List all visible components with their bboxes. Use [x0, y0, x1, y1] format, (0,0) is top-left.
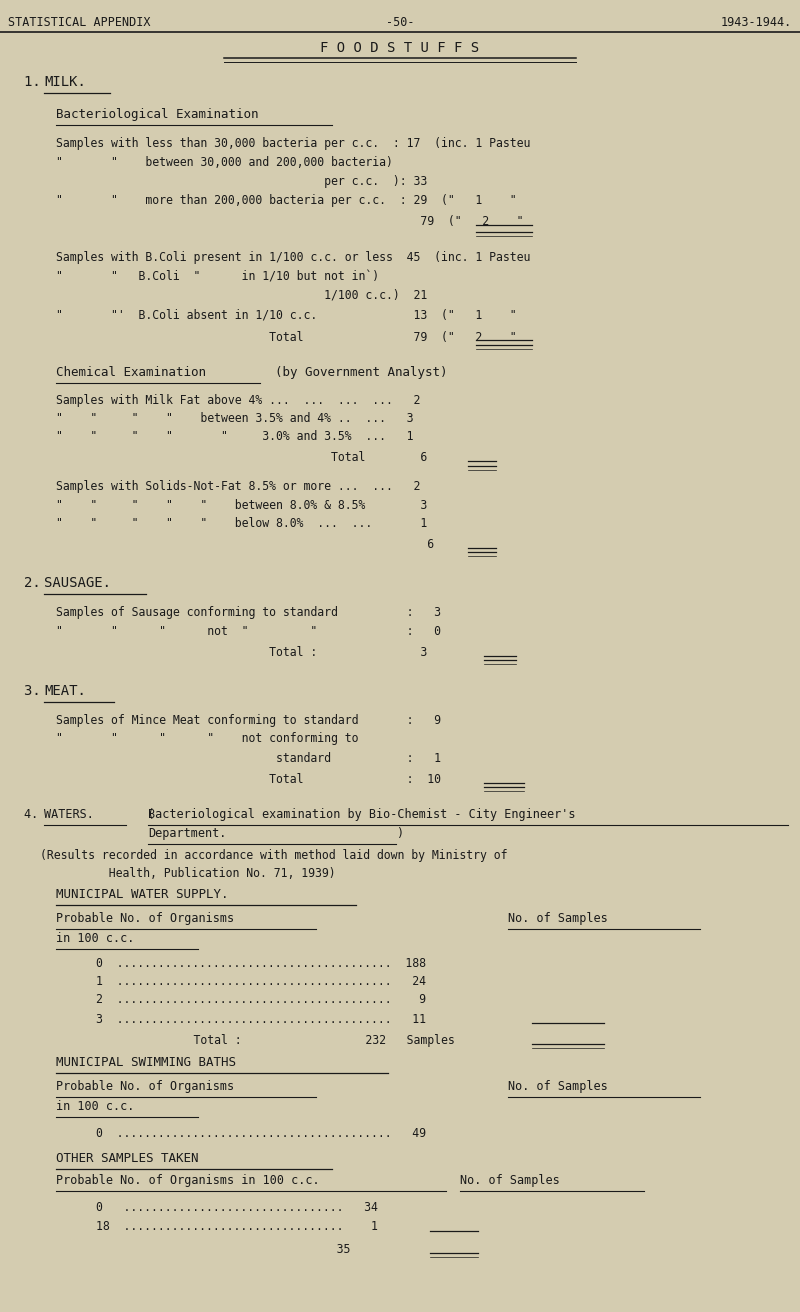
- Text: per c.c.  ): 33: per c.c. ): 33: [56, 174, 427, 188]
- Text: Probable No. of Organisms: Probable No. of Organisms: [56, 1080, 234, 1093]
- Text: No. of Samples: No. of Samples: [508, 912, 608, 925]
- Text: 1/100 c.c.)  21: 1/100 c.c.) 21: [56, 289, 427, 302]
- Text: Chemical Examination: Chemical Examination: [56, 366, 206, 379]
- Text: "    "     "    "    "    below 8.0%  ...  ...       1: " " " " " below 8.0% ... ... 1: [56, 517, 427, 530]
- Text: (: (: [126, 808, 155, 821]
- Text: MILK.: MILK.: [44, 75, 86, 89]
- Text: 18  ................................    1: 18 ................................ 1: [96, 1220, 378, 1233]
- Text: Samples of Mince Meat conforming to standard       :   9: Samples of Mince Meat conforming to stan…: [56, 714, 441, 727]
- Text: MEAT.: MEAT.: [44, 684, 86, 698]
- Text: "    "     "    "    "    between 8.0% & 8.5%        3: " " " " " between 8.0% & 8.5% 3: [56, 499, 427, 512]
- Text: Bacteriological Examination: Bacteriological Examination: [56, 108, 258, 121]
- Text: Total        6: Total 6: [56, 451, 427, 464]
- Text: Probable No. of Organisms: Probable No. of Organisms: [56, 912, 234, 925]
- Text: No. of Samples: No. of Samples: [460, 1174, 560, 1187]
- Text: WATERS.: WATERS.: [44, 808, 94, 821]
- Text: "       "      "      not  "         "             :   0: " " " not " " : 0: [56, 625, 441, 638]
- Text: "       "   B.Coli  "      in 1/10 but not in`): " " B.Coli " in 1/10 but not in`): [56, 270, 379, 283]
- Text: ): ): [396, 827, 403, 840]
- Text: Samples of Sausage conforming to standard          :   3: Samples of Sausage conforming to standar…: [56, 606, 441, 619]
- Text: "       "      "      "    not conforming to: " " " " not conforming to: [56, 732, 358, 745]
- Text: in 100 c.c.: in 100 c.c.: [56, 1099, 134, 1113]
- Text: "    "     "    "       "     3.0% and 3.5%  ...   1: " " " " " 3.0% and 3.5% ... 1: [56, 430, 414, 443]
- Text: Total               :  10: Total : 10: [56, 773, 441, 786]
- Text: Samples with B.Coli present in 1/100 c.c. or less  45  (inc. 1 Pasteu: Samples with B.Coli present in 1/100 c.c…: [56, 251, 530, 264]
- Text: 0  ........................................  188: 0 ......................................…: [96, 956, 426, 970]
- Text: No. of Samples: No. of Samples: [508, 1080, 608, 1093]
- Text: Samples with Solids-Not-Fat 8.5% or more ...  ...   2: Samples with Solids-Not-Fat 8.5% or more…: [56, 480, 420, 493]
- Text: (Results recorded in accordance with method laid down by Ministry of: (Results recorded in accordance with met…: [40, 849, 507, 862]
- Text: "       "    between 30,000 and 200,000 bacteria): " " between 30,000 and 200,000 bacteria): [56, 156, 393, 169]
- Text: "       "'  B.Coli absent in 1/10 c.c.              13  ("   1    ": " "' B.Coli absent in 1/10 c.c. 13 (" 1 …: [56, 308, 517, 321]
- Text: MUNICIPAL SWIMMING BATHS: MUNICIPAL SWIMMING BATHS: [56, 1056, 236, 1069]
- Text: Probable No. of Organisms in 100 c.c.: Probable No. of Organisms in 100 c.c.: [56, 1174, 320, 1187]
- Text: 79  ("   2    ": 79 (" 2 ": [56, 215, 523, 228]
- Text: Bacteriological examination by Bio-Chemist - City Engineer's: Bacteriological examination by Bio-Chemi…: [148, 808, 575, 821]
- Text: "       "    more than 200,000 bacteria per c.c.  : 29  ("   1    ": " " more than 200,000 bacteria per c.c. …: [56, 194, 517, 207]
- Text: 1943-1944.: 1943-1944.: [721, 16, 792, 29]
- Text: in 100 c.c.: in 100 c.c.: [56, 932, 134, 945]
- Text: SAUSAGE.: SAUSAGE.: [44, 576, 111, 590]
- Text: Total :                  232   Samples: Total : 232 Samples: [56, 1034, 454, 1047]
- Text: -50-: -50-: [386, 16, 414, 29]
- Text: standard           :   1: standard : 1: [56, 752, 441, 765]
- Text: Department.: Department.: [148, 827, 226, 840]
- Text: STATISTICAL APPENDIX: STATISTICAL APPENDIX: [8, 16, 150, 29]
- Text: 1.: 1.: [24, 75, 49, 89]
- Text: 0   ................................   34: 0 ................................ 34: [96, 1200, 378, 1214]
- Text: 0  ........................................   49: 0 ......................................…: [96, 1127, 426, 1140]
- Text: Health, Publication No. 71, 1939): Health, Publication No. 71, 1939): [40, 867, 336, 880]
- Text: 3  ........................................   11: 3 ......................................…: [96, 1013, 426, 1026]
- Text: 2.: 2.: [24, 576, 49, 590]
- Text: Total                79  ("   2    ": Total 79 (" 2 ": [56, 331, 517, 344]
- Text: 2  ........................................    9: 2 ......................................…: [96, 993, 426, 1006]
- Text: (by Government Analyst): (by Government Analyst): [260, 366, 447, 379]
- Text: Samples with less than 30,000 bacteria per c.c.  : 17  (inc. 1 Pasteu: Samples with less than 30,000 bacteria p…: [56, 136, 530, 150]
- Text: 35: 35: [96, 1242, 350, 1256]
- Text: Total :               3: Total : 3: [56, 646, 427, 659]
- Text: Samples with Milk Fat above 4% ...  ...  ...  ...   2: Samples with Milk Fat above 4% ... ... .…: [56, 394, 420, 407]
- Text: 3.: 3.: [24, 684, 49, 698]
- Text: MUNICIPAL WATER SUPPLY.: MUNICIPAL WATER SUPPLY.: [56, 888, 229, 901]
- Text: 1  ........................................   24: 1 ......................................…: [96, 975, 426, 988]
- Text: "    "     "    "    between 3.5% and 4% ..  ...   3: " " " " between 3.5% and 4% .. ... 3: [56, 412, 414, 425]
- Text: OTHER SAMPLES TAKEN: OTHER SAMPLES TAKEN: [56, 1152, 198, 1165]
- Text: F O O D S T U F F S: F O O D S T U F F S: [321, 41, 479, 55]
- Text: 6: 6: [56, 538, 434, 551]
- Text: 4.: 4.: [24, 808, 46, 821]
